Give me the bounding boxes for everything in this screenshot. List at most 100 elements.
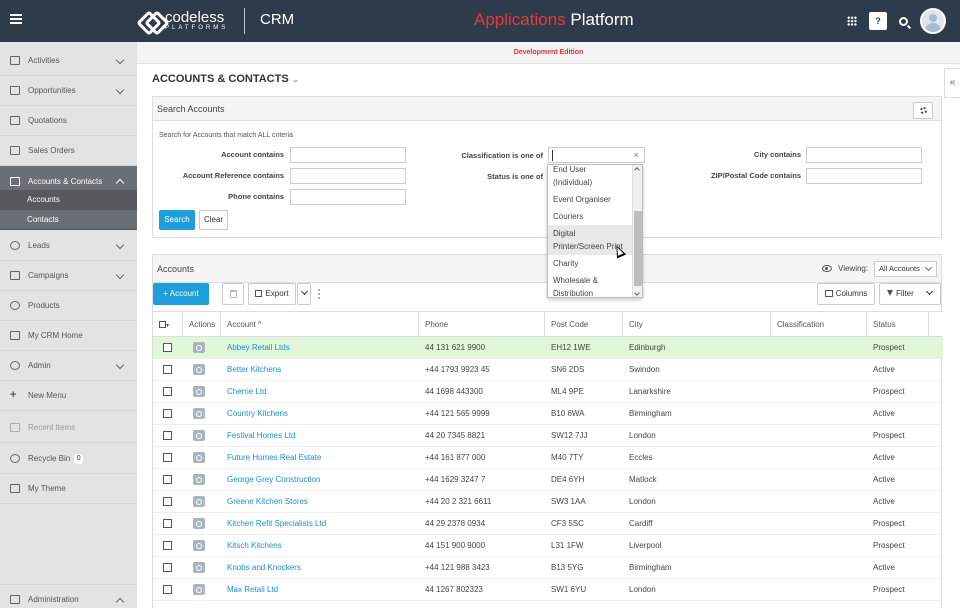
dropdown-option[interactable]: Charity xyxy=(553,259,579,268)
scroll-down-icon[interactable] xyxy=(634,290,640,296)
account-ref-input[interactable] xyxy=(290,168,406,184)
sidebar-item-sales-orders[interactable]: Sales Orders xyxy=(0,136,137,166)
sidebar-item-new-menu[interactable]: + New Menu xyxy=(0,381,137,411)
scroll-thumb[interactable] xyxy=(634,211,642,286)
clear-button[interactable]: Clear xyxy=(199,210,228,230)
account-name-link[interactable]: Future Homes Real Estate xyxy=(227,453,322,462)
export-button[interactable]: Export xyxy=(248,283,296,305)
collapse-panel-button[interactable]: « xyxy=(944,68,960,98)
sidebar-item-my-crm-home[interactable]: My CRM Home xyxy=(0,321,137,351)
account-name-link[interactable]: Kitchen Refit Specialists Ltd xyxy=(227,519,327,528)
row-checkbox[interactable] xyxy=(163,475,172,484)
row-checkbox[interactable] xyxy=(163,541,172,550)
sidebar-item-activities[interactable]: Activities xyxy=(0,46,137,76)
view-record-icon[interactable] xyxy=(193,430,205,441)
table-row[interactable]: Max Retail Ltd 44 1267 802323 SW1 6YU Londo… xyxy=(153,579,943,601)
table-row[interactable]: George Grey Construction +44 1629 3247 7 D… xyxy=(153,469,943,491)
export-dropdown-button[interactable] xyxy=(297,283,311,305)
account-name-link[interactable]: Festival Homes Ltd xyxy=(227,431,296,440)
view-record-icon[interactable] xyxy=(193,342,205,353)
table-row[interactable]: Festival Homes Ltd 44 20 7345 8821 SW12 7J… xyxy=(153,425,943,447)
sidebar-item-products[interactable]: Products xyxy=(0,291,137,321)
account-name-link[interactable]: Country Kitchens xyxy=(227,409,288,418)
view-record-icon[interactable] xyxy=(193,408,205,419)
row-checkbox[interactable] xyxy=(163,519,172,528)
user-avatar[interactable] xyxy=(920,8,946,34)
page-title[interactable]: ACCOUNTS & CONTACTS ⌄ xyxy=(152,73,300,85)
view-record-icon[interactable] xyxy=(193,496,205,507)
viewing-select[interactable]: All Accounts xyxy=(874,261,937,277)
table-row[interactable]: Kitsch Kitchens 44 151 900 9000 L31 1FW Liv… xyxy=(153,535,943,557)
view-record-icon[interactable] xyxy=(193,540,205,551)
sidebar-item-campaigns[interactable]: Campaigns xyxy=(0,261,137,291)
sidebar-item-leads[interactable]: Leads xyxy=(0,231,137,261)
account-name-link[interactable]: Abbey Retail Ltds xyxy=(227,343,290,352)
help-icon[interactable]: ? xyxy=(869,12,887,30)
sidebar-subitem-accounts[interactable]: Accounts xyxy=(0,190,137,210)
dropdown-scrollbar[interactable] xyxy=(632,165,642,297)
city-contains-input[interactable] xyxy=(806,147,922,163)
account-header[interactable]: Account ^ xyxy=(221,312,419,338)
view-record-icon[interactable] xyxy=(193,452,205,463)
select-all-header[interactable]: ▾ xyxy=(153,312,183,338)
account-name-link[interactable]: Cherrie Ltd xyxy=(227,387,267,396)
account-name-link[interactable]: Kitsch Kitchens xyxy=(227,541,282,550)
view-record-icon[interactable] xyxy=(193,584,205,595)
table-row[interactable]: Kitchen Refit Specialists Ltd 44 29 2378 … xyxy=(153,513,943,535)
dropdown-option[interactable]: Couriers xyxy=(553,212,584,221)
table-row[interactable]: Greene Kitchen Stores +44 20 2 321 6611 SW… xyxy=(153,491,943,513)
account-name-link[interactable]: George Grey Construction xyxy=(227,475,321,484)
apps-grid-icon[interactable] xyxy=(847,16,857,26)
row-checkbox[interactable] xyxy=(163,497,172,506)
sidebar-item-recycle-bin[interactable]: Recycle Bin 0 xyxy=(0,444,137,474)
sidebar-subitem-contacts[interactable]: Contacts xyxy=(0,210,137,230)
account-name-link[interactable]: Better Kitchens xyxy=(227,365,282,374)
table-row[interactable]: Future Homes Real Estate +44 161 877 000 M… xyxy=(153,447,943,469)
view-record-icon[interactable] xyxy=(193,474,205,485)
columns-button[interactable]: Columns xyxy=(817,283,875,305)
account-name-link[interactable]: Knobs and Knockers xyxy=(227,563,301,572)
row-checkbox[interactable] xyxy=(163,387,172,396)
scroll-up-icon[interactable] xyxy=(634,167,640,173)
view-record-icon[interactable] xyxy=(193,562,205,573)
status-header[interactable]: Status xyxy=(867,312,929,338)
row-checkbox[interactable] xyxy=(163,365,172,374)
account-name-link[interactable]: Max Retail Ltd xyxy=(227,585,279,594)
dropdown-option[interactable]: Wholesale & Distribution xyxy=(553,276,598,298)
table-row[interactable]: Cherrie Ltd 44 1698 443300 ML4 9PE Lanarksh… xyxy=(153,381,943,403)
sidebar-item-my-theme[interactable]: My Theme xyxy=(0,474,137,504)
hamburger-menu-icon[interactable] xyxy=(10,14,22,24)
delete-button[interactable] xyxy=(222,283,244,305)
dropdown-option[interactable]: End User (Individual) xyxy=(553,165,593,187)
phone-header[interactable]: Phone xyxy=(419,312,545,338)
row-checkbox[interactable] xyxy=(163,431,172,440)
clear-x-icon[interactable]: × xyxy=(633,150,639,160)
row-checkbox[interactable] xyxy=(163,563,172,572)
view-record-icon[interactable] xyxy=(193,364,205,375)
filter-button[interactable]: Filter xyxy=(879,283,941,305)
row-checkbox[interactable] xyxy=(163,453,172,462)
row-checkbox[interactable] xyxy=(163,409,172,418)
table-row[interactable]: Country Kitchens +44 121 565 9999 B10 6WA B… xyxy=(153,403,943,425)
dropdown-option[interactable]: Event Organiser xyxy=(553,195,611,204)
sidebar-item-administration[interactable]: Administration xyxy=(0,584,137,608)
phone-contains-input[interactable] xyxy=(290,189,406,205)
sidebar-item-quotations[interactable]: Quotations xyxy=(0,106,137,136)
search-button[interactable]: Search xyxy=(159,210,195,230)
view-record-icon[interactable] xyxy=(193,518,205,529)
classification-dropdown[interactable]: End User (Individual) Event Organiser Co… xyxy=(547,164,643,298)
classification-select[interactable]: × xyxy=(548,147,645,163)
table-row[interactable]: Abbey Retail Ltds 44 131 621 9900 EH12 1WE… xyxy=(153,337,943,359)
search-settings-button[interactable] xyxy=(913,102,933,119)
city-header[interactable]: City xyxy=(623,312,771,338)
account-name-link[interactable]: Greene Kitchen Stores xyxy=(227,497,308,506)
search-icon[interactable] xyxy=(899,16,908,26)
sidebar-item-recent-items[interactable]: Recent Items xyxy=(0,413,137,443)
select-all-checkbox[interactable] xyxy=(159,321,166,328)
drag-handle-icon[interactable] xyxy=(318,288,320,300)
postcode-header[interactable]: Post Code xyxy=(545,312,623,338)
sidebar-item-opportunities[interactable]: Opportunities xyxy=(0,76,137,106)
zip-contains-input[interactable] xyxy=(806,168,922,184)
row-checkbox[interactable] xyxy=(163,585,172,594)
table-row[interactable]: Better Kitchens +44 1793 9923 45 SN6 2DS Sw… xyxy=(153,359,943,381)
